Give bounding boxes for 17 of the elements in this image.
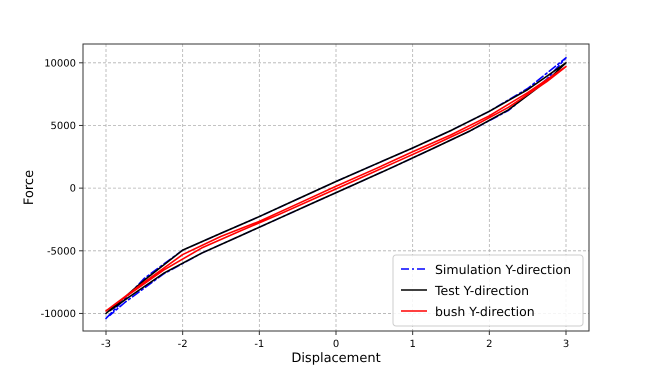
x-tick-label: 0 xyxy=(332,339,340,350)
x-tick-label: 3 xyxy=(562,339,570,350)
y-axis-title: Force xyxy=(22,170,37,206)
x-axis-title: Displacement xyxy=(291,351,381,366)
y-tick-label: -10000 xyxy=(40,308,76,320)
x-tick-label: -1 xyxy=(254,339,264,350)
x-tick-label: -2 xyxy=(178,339,188,350)
y-tick-label: 0 xyxy=(70,184,76,195)
legend-label: Simulation Y-direction xyxy=(435,262,571,277)
y-tick-label: -5000 xyxy=(46,246,76,258)
x-tick-label: 1 xyxy=(409,339,416,350)
y-tick-label: 10000 xyxy=(44,58,76,70)
y-tick-label: 5000 xyxy=(50,120,76,132)
x-tick-label: 2 xyxy=(486,339,493,350)
legend-label: bush Y-direction xyxy=(435,304,535,319)
x-tick-label: -3 xyxy=(101,339,111,350)
legend-label: Test Y-direction xyxy=(434,283,530,298)
